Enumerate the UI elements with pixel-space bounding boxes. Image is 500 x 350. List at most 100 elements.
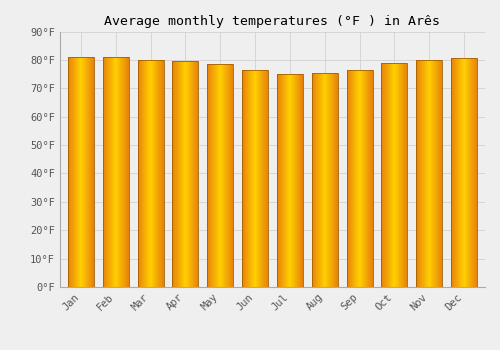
- Bar: [73, 57, 74, 287]
- Bar: [88, 57, 90, 287]
- Bar: [456, 58, 457, 287]
- Bar: [160, 60, 161, 287]
- Bar: [151, 60, 152, 287]
- Bar: [155, 60, 156, 287]
- Bar: [178, 61, 179, 287]
- Bar: [251, 70, 252, 287]
- Bar: [283, 74, 284, 287]
- Bar: [264, 70, 265, 287]
- Bar: [288, 74, 289, 287]
- Bar: [355, 70, 356, 287]
- Bar: [254, 70, 255, 287]
- Bar: [321, 73, 322, 287]
- Bar: [209, 64, 210, 287]
- Bar: [103, 57, 104, 287]
- Bar: [425, 60, 426, 287]
- Bar: [475, 58, 476, 287]
- Bar: [262, 70, 263, 287]
- Bar: [92, 57, 93, 287]
- Bar: [279, 74, 280, 287]
- Bar: [85, 57, 86, 287]
- Bar: [122, 57, 123, 287]
- Bar: [421, 60, 422, 287]
- Bar: [252, 70, 253, 287]
- Bar: [467, 58, 468, 287]
- Bar: [172, 61, 199, 287]
- Bar: [110, 57, 111, 287]
- Bar: [466, 58, 467, 287]
- Bar: [231, 64, 232, 287]
- Bar: [348, 70, 349, 287]
- Bar: [328, 73, 329, 287]
- Bar: [457, 58, 458, 287]
- Bar: [354, 70, 355, 287]
- Bar: [212, 64, 213, 287]
- Bar: [265, 70, 266, 287]
- Bar: [81, 57, 82, 287]
- Bar: [385, 63, 386, 287]
- Bar: [74, 57, 75, 287]
- Bar: [337, 73, 338, 287]
- Bar: [294, 74, 295, 287]
- Bar: [207, 64, 234, 287]
- Bar: [427, 60, 428, 287]
- Bar: [392, 63, 393, 287]
- Bar: [126, 57, 127, 287]
- Bar: [224, 64, 225, 287]
- Bar: [455, 58, 456, 287]
- Bar: [460, 58, 461, 287]
- Bar: [177, 61, 178, 287]
- Bar: [107, 57, 108, 287]
- Bar: [332, 73, 333, 287]
- Bar: [207, 64, 208, 287]
- Bar: [222, 64, 223, 287]
- Bar: [180, 61, 181, 287]
- Bar: [386, 63, 387, 287]
- Bar: [163, 60, 164, 287]
- Bar: [451, 58, 477, 287]
- Bar: [116, 57, 117, 287]
- Bar: [257, 70, 258, 287]
- Bar: [149, 60, 150, 287]
- Bar: [468, 58, 469, 287]
- Bar: [253, 70, 254, 287]
- Bar: [334, 73, 335, 287]
- Bar: [320, 73, 321, 287]
- Bar: [104, 57, 105, 287]
- Bar: [322, 73, 323, 287]
- Bar: [435, 60, 436, 287]
- Bar: [382, 63, 407, 287]
- Bar: [423, 60, 424, 287]
- Bar: [387, 63, 388, 287]
- Bar: [193, 61, 194, 287]
- Bar: [404, 63, 405, 287]
- Bar: [102, 57, 103, 287]
- Bar: [162, 60, 163, 287]
- Bar: [360, 70, 361, 287]
- Bar: [476, 58, 477, 287]
- Bar: [426, 60, 427, 287]
- Bar: [388, 63, 389, 287]
- Bar: [371, 70, 372, 287]
- Bar: [363, 70, 364, 287]
- Bar: [219, 64, 220, 287]
- Bar: [350, 70, 351, 287]
- Bar: [223, 64, 224, 287]
- Bar: [401, 63, 402, 287]
- Bar: [331, 73, 332, 287]
- Bar: [335, 73, 336, 287]
- Bar: [297, 74, 298, 287]
- Bar: [361, 70, 362, 287]
- Bar: [405, 63, 406, 287]
- Bar: [174, 61, 175, 287]
- Bar: [182, 61, 183, 287]
- Bar: [208, 64, 209, 287]
- Bar: [451, 58, 452, 287]
- Bar: [280, 74, 281, 287]
- Bar: [291, 74, 292, 287]
- Bar: [179, 61, 180, 287]
- Bar: [351, 70, 352, 287]
- Bar: [233, 64, 234, 287]
- Bar: [437, 60, 438, 287]
- Bar: [190, 61, 191, 287]
